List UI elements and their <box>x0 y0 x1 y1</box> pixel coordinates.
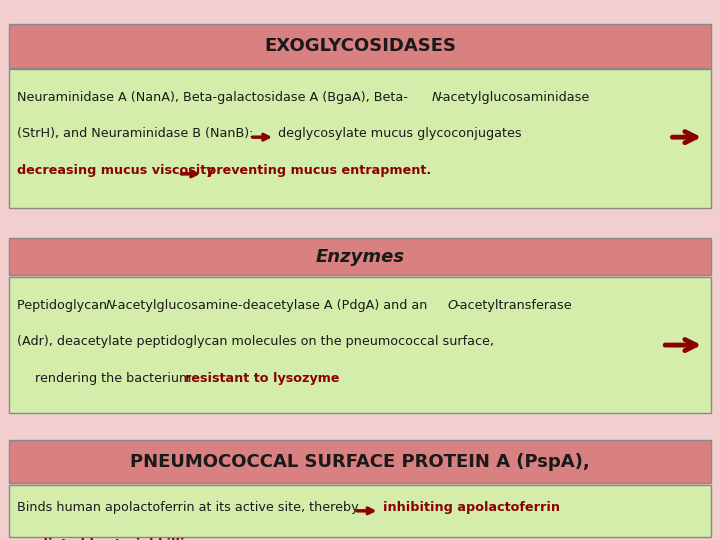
Text: Peptidoglycan: Peptidoglycan <box>17 299 112 312</box>
Text: inhibiting apolactoferrin: inhibiting apolactoferrin <box>383 501 560 514</box>
Text: resistant to lysozyme: resistant to lysozyme <box>185 372 340 385</box>
Text: mediated bacterial killing: mediated bacterial killing <box>17 538 203 540</box>
Text: decreasing mucus viscosity: decreasing mucus viscosity <box>17 164 215 177</box>
Text: Enzymes: Enzymes <box>315 247 405 266</box>
Bar <box>9 24 711 68</box>
Text: EXOGLYCOSIDASES: EXOGLYCOSIDASES <box>264 37 456 55</box>
Text: Neuraminidase A (NanA), Beta-galactosidase A (BgaA), Beta-: Neuraminidase A (NanA), Beta-galactosida… <box>17 91 408 104</box>
Text: preventing mucus entrapment.: preventing mucus entrapment. <box>207 164 431 177</box>
Bar <box>9 440 711 483</box>
Bar <box>9 277 711 413</box>
Bar <box>9 238 711 275</box>
Text: -acetyltransferase: -acetyltransferase <box>455 299 572 312</box>
Text: N: N <box>431 91 441 104</box>
Text: -acetylglucosaminidase: -acetylglucosaminidase <box>438 91 590 104</box>
Text: (StrH), and Neuraminidase B (NanB):: (StrH), and Neuraminidase B (NanB): <box>17 127 253 140</box>
Text: (Adr), deacetylate peptidoglycan molecules on the pneumococcal surface,: (Adr), deacetylate peptidoglycan molecul… <box>17 335 494 348</box>
Text: rendering the bacterium: rendering the bacterium <box>35 372 196 385</box>
Text: N: N <box>106 299 115 312</box>
Text: -acetylglucosamine-deacetylase A (PdgA) and an: -acetylglucosamine-deacetylase A (PdgA) … <box>113 299 431 312</box>
Text: deglycosylate mucus glycoconjugates: deglycosylate mucus glycoconjugates <box>278 127 521 140</box>
Text: Binds human apolactoferrin at its active site, thereby: Binds human apolactoferrin at its active… <box>17 501 359 514</box>
Bar <box>9 69 711 208</box>
Text: O: O <box>448 299 458 312</box>
Bar <box>9 485 711 537</box>
Text: PNEUMOCOCCAL SURFACE PROTEIN A (PspA),: PNEUMOCOCCAL SURFACE PROTEIN A (PspA), <box>130 453 590 471</box>
